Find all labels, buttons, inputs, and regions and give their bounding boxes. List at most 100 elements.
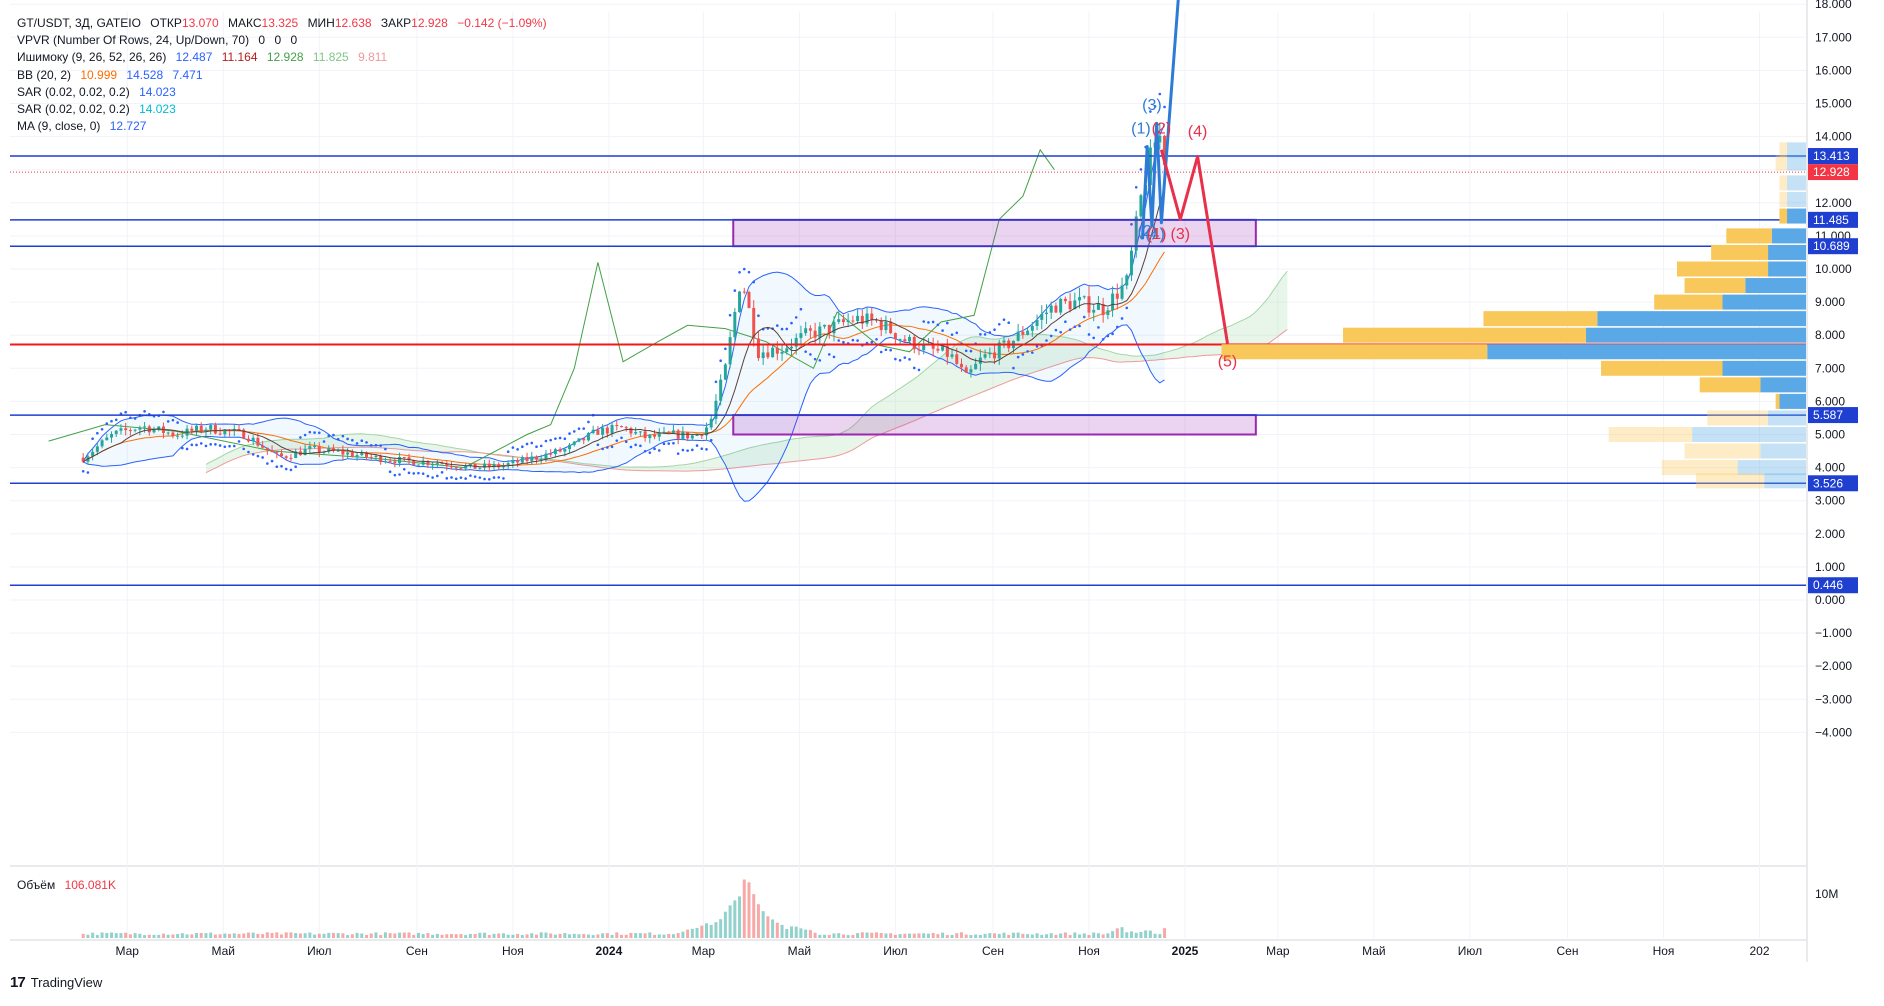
candle-body bbox=[110, 434, 114, 438]
candle-body bbox=[138, 427, 142, 430]
legend-vpvr[interactable]: VPVR (Number Of Rows, 24, Up/Down, 70) 0… bbox=[17, 32, 553, 49]
symbol-label: GT/USDT, 3Д, GATEIO bbox=[17, 16, 141, 30]
candle-body bbox=[752, 307, 756, 339]
sar-dot bbox=[105, 422, 109, 425]
tradingview-brand[interactable]: TradingView bbox=[30, 975, 103, 990]
candle-body bbox=[81, 457, 85, 462]
volume-bar bbox=[983, 933, 987, 938]
volume-bar bbox=[440, 934, 444, 938]
volume-label: Объём bbox=[17, 878, 56, 892]
volume-bar bbox=[161, 933, 165, 938]
sar-dot bbox=[752, 280, 756, 284]
candle-body bbox=[445, 463, 449, 466]
time-tick-label: Май bbox=[788, 944, 812, 958]
candle-body bbox=[346, 452, 350, 455]
candle-body bbox=[959, 363, 963, 368]
volume-bar bbox=[624, 934, 628, 938]
candle-body bbox=[681, 431, 685, 439]
legend-sar-1[interactable]: SAR (0.02, 0.02, 0.2) 14.023 bbox=[17, 84, 553, 101]
volume-bar bbox=[686, 929, 690, 938]
candle-body bbox=[204, 429, 208, 432]
legend-ma[interactable]: MA (9, close, 0) 12.727 bbox=[17, 118, 553, 135]
volume-bar bbox=[218, 934, 222, 938]
bb-value: 10.999 bbox=[80, 67, 118, 82]
support-resistance-zone bbox=[732, 414, 1257, 436]
volume-bar bbox=[1096, 933, 1100, 938]
volume-bar bbox=[147, 934, 151, 938]
candle-body bbox=[634, 431, 638, 434]
volume-bar bbox=[398, 932, 402, 938]
volume-bar bbox=[265, 932, 269, 938]
volume-bar bbox=[601, 933, 605, 938]
candle-body bbox=[402, 457, 406, 459]
candle-body bbox=[1148, 147, 1152, 186]
sar-dot bbox=[473, 475, 477, 478]
legend-bb[interactable]: BB (20, 2) 10.999 14.528 7.471 bbox=[17, 67, 553, 84]
candle-body bbox=[383, 461, 387, 463]
sar-dot bbox=[1064, 320, 1067, 323]
price-tick-label: 6.000 bbox=[1815, 394, 1845, 408]
vp-row-down bbox=[1676, 261, 1769, 277]
price-tick-label: −4.000 bbox=[1815, 725, 1852, 739]
legend-main[interactable]: GT/USDT, 3Д, GATEIO ОТКР13.070 МАКС13.32… bbox=[17, 15, 553, 32]
sar-dot bbox=[875, 338, 878, 341]
volume-bar bbox=[445, 934, 449, 938]
elliott-wave-blue bbox=[1141, 0, 1180, 240]
volume-bar bbox=[709, 924, 713, 938]
sar-dot bbox=[218, 444, 222, 447]
candle-body bbox=[1129, 250, 1133, 276]
candle-body bbox=[105, 437, 109, 441]
time-tick-label: Ноя bbox=[1078, 944, 1100, 958]
sar-dot bbox=[898, 359, 902, 362]
vp-row-down bbox=[1779, 191, 1788, 207]
volume-bar bbox=[185, 934, 189, 938]
price-tick-label: 2.000 bbox=[1815, 527, 1845, 541]
legend-sar-2[interactable]: SAR (0.02, 0.02, 0.2) 14.023 bbox=[17, 101, 553, 118]
candle-body bbox=[1101, 304, 1105, 316]
sar-dot bbox=[946, 321, 949, 325]
candle-body bbox=[761, 352, 765, 359]
sar-dot bbox=[870, 340, 874, 344]
volume-legend[interactable]: Объём 106.081K bbox=[17, 878, 116, 892]
vp-row-down bbox=[1779, 175, 1788, 191]
candle-body bbox=[284, 456, 288, 458]
sar-dot bbox=[124, 410, 127, 414]
sar-dot bbox=[332, 433, 335, 437]
sar-dot bbox=[289, 468, 293, 472]
tradingview-logo[interactable]: 17 bbox=[10, 974, 26, 991]
price-badge-label: 3.526 bbox=[1813, 476, 1843, 490]
volume-bar bbox=[275, 932, 279, 938]
candle-body bbox=[242, 429, 246, 439]
ichimoku-value: 12.487 bbox=[175, 50, 213, 65]
candle-body bbox=[879, 320, 883, 331]
vp-row-up bbox=[1737, 460, 1806, 476]
vp-row-down bbox=[1684, 278, 1746, 294]
sar-dot bbox=[280, 464, 283, 468]
volume-bar bbox=[228, 933, 232, 938]
candle-body bbox=[865, 313, 869, 324]
volume-bar bbox=[284, 932, 288, 938]
sar-dot bbox=[1153, 105, 1157, 108]
sar-dot bbox=[114, 418, 118, 422]
sar-dot bbox=[568, 432, 571, 435]
candle-body bbox=[837, 319, 841, 322]
candle-body bbox=[624, 427, 628, 429]
volume-bar bbox=[213, 934, 217, 938]
sar-dot bbox=[639, 444, 642, 448]
candle-body bbox=[860, 315, 864, 324]
volume-bar bbox=[1059, 933, 1063, 938]
sar-dot bbox=[979, 333, 982, 336]
legend-ichimoku[interactable]: Ишимоку (9, 26, 52, 26, 26) 12.487 11.16… bbox=[17, 49, 553, 66]
volume-bar bbox=[808, 930, 812, 938]
volume-bar bbox=[105, 933, 109, 938]
time-tick-label: Май bbox=[212, 944, 236, 958]
candle-body bbox=[516, 460, 520, 463]
candle-body bbox=[119, 428, 123, 431]
candle-body bbox=[988, 352, 992, 355]
candle-body bbox=[1063, 298, 1067, 302]
sar-dot bbox=[785, 327, 789, 331]
sar-dot bbox=[440, 471, 444, 474]
candle-body bbox=[1096, 304, 1100, 310]
